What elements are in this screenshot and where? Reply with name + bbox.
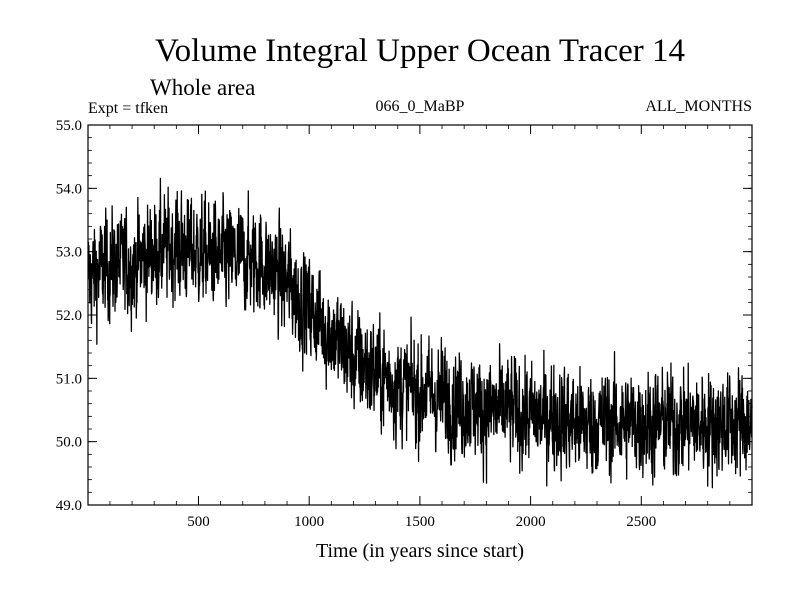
y-tick-label: 53.0 xyxy=(56,245,82,261)
y-tick-label: 52.0 xyxy=(56,308,82,324)
x-axis-label: Time (in years since start) xyxy=(316,540,524,562)
x-tick-label: 2500 xyxy=(626,514,656,530)
series-line xyxy=(87,177,753,489)
y-tick-label: 55.0 xyxy=(56,118,82,134)
run-label: 066_0_MaBP xyxy=(376,98,465,115)
y-tick-label: 50.0 xyxy=(56,435,82,451)
x-tick-label: 1500 xyxy=(405,514,435,530)
y-tick-label: 49.0 xyxy=(56,498,82,514)
x-tick-label: 1000 xyxy=(294,514,324,530)
plot-area: 49.0 50.0 51.0 52.0 53.0 54.0 55.0 500 1000 1500… xyxy=(56,118,753,530)
x-tick-label: 2000 xyxy=(516,514,546,530)
y-tick-label: 51.0 xyxy=(56,371,82,387)
months-label: ALL_MONTHS xyxy=(645,98,752,115)
y-tick-label: 54.0 xyxy=(56,181,82,197)
chart-subtitle: Whole area xyxy=(150,75,255,100)
y-axis: 49.0 50.0 51.0 52.0 53.0 54.0 55.0 xyxy=(56,118,752,514)
x-tick-label: 500 xyxy=(187,514,210,530)
experiment-label: Expt = tfken xyxy=(88,100,168,117)
x-axis: 500 1000 1500 2000 2500 xyxy=(109,125,731,530)
chart-title: Volume Integral Upper Ocean Tracer 14 xyxy=(155,33,685,69)
